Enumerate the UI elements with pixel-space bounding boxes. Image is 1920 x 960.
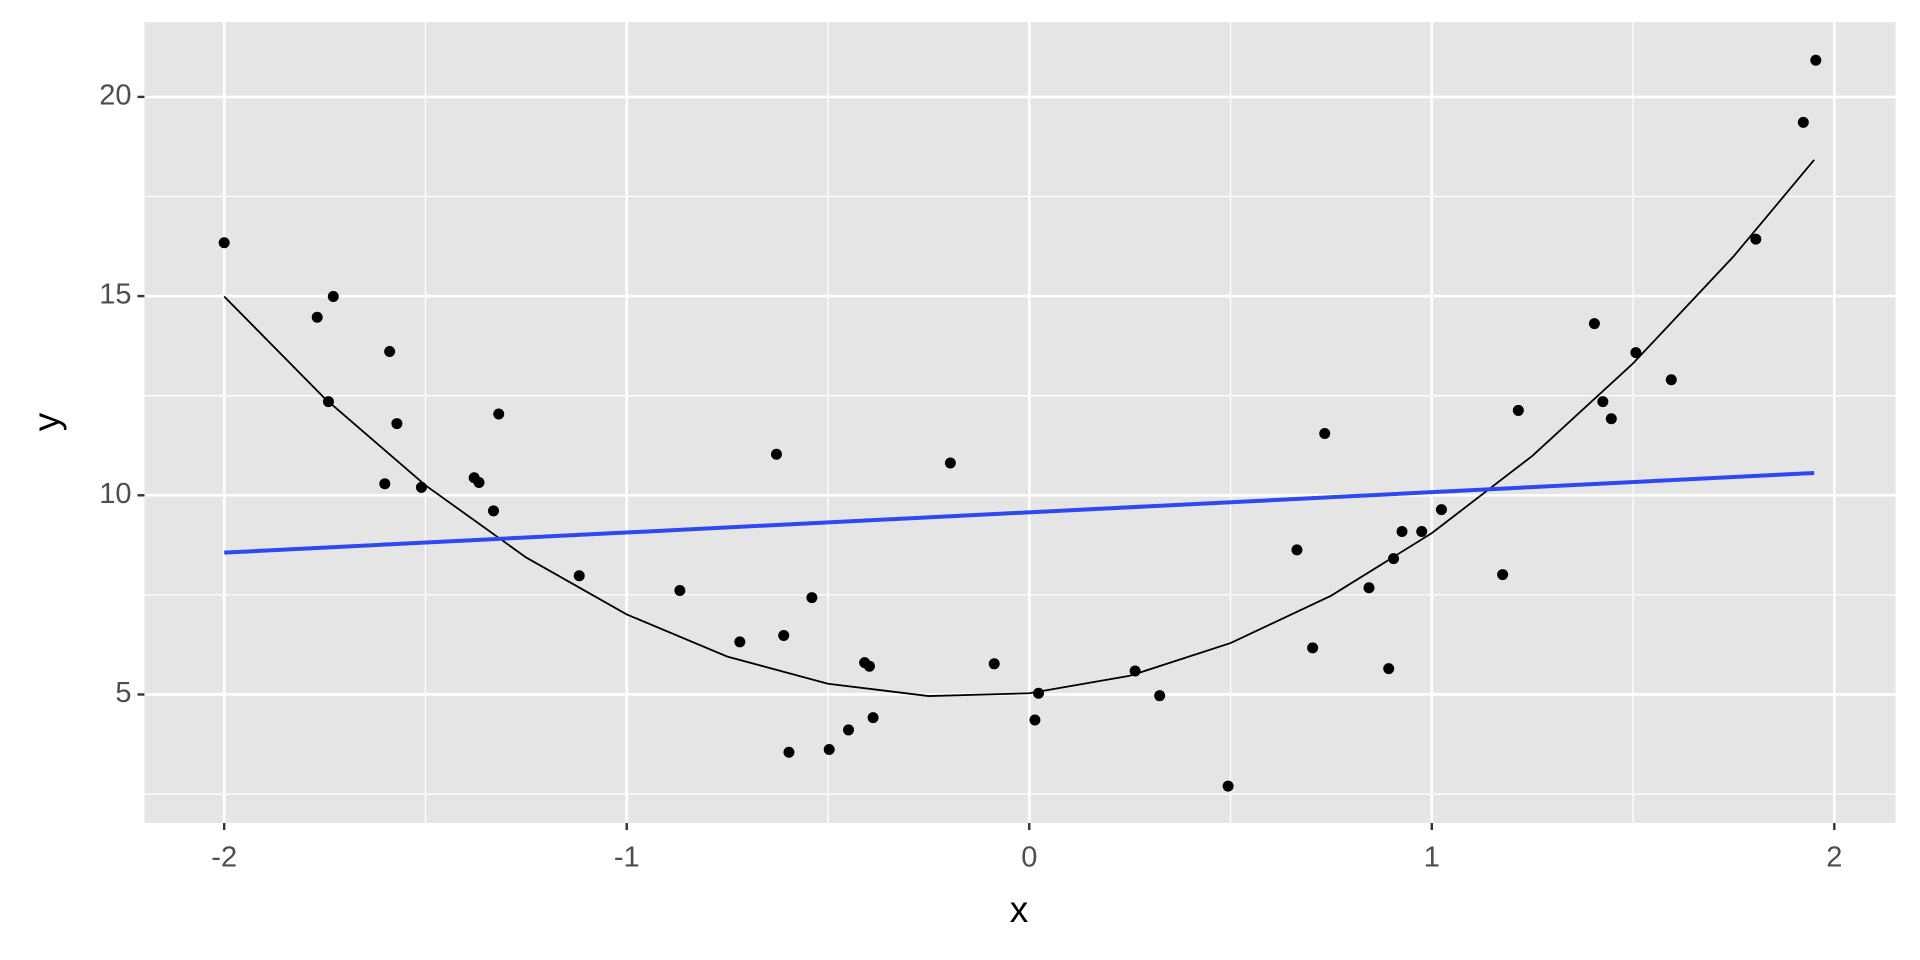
data-point [674, 585, 686, 597]
data-point [1810, 54, 1822, 66]
y-axis-title: y [26, 412, 67, 431]
data-point [1307, 642, 1319, 654]
x-tick-label: -1 [614, 842, 640, 874]
data-point [322, 396, 334, 408]
data-point [1588, 318, 1600, 330]
data-point [1512, 404, 1524, 416]
data-point [944, 457, 956, 469]
data-point [415, 481, 427, 493]
fit-line [224, 470, 1815, 555]
data-point [1497, 569, 1509, 581]
panel-background [144, 22, 1896, 823]
data-point [823, 743, 835, 755]
data-point [384, 345, 396, 357]
x-tick-label: -2 [211, 842, 237, 874]
x-axis-title: x [1010, 889, 1029, 930]
data-point [311, 311, 323, 323]
data-point [1416, 526, 1428, 538]
data-point [1363, 582, 1375, 594]
x-tick-label: 1 [1424, 842, 1440, 874]
data-point [770, 448, 782, 460]
y-tick-label: 10 [99, 478, 131, 510]
data-point [806, 592, 818, 604]
data-point [1797, 116, 1809, 128]
data-point [473, 477, 485, 489]
data-point [1605, 413, 1617, 425]
y-tick-label: 5 [115, 677, 131, 709]
data-point [778, 630, 790, 642]
data-point [1129, 665, 1141, 677]
data-point [1033, 687, 1045, 699]
data-point [734, 636, 746, 648]
data-point [1665, 374, 1677, 386]
data-point [1597, 396, 1609, 408]
data-point [1630, 347, 1642, 359]
data-point [1291, 544, 1303, 556]
data-point [391, 418, 403, 430]
fit-line [223, 159, 1815, 697]
data-point [1222, 780, 1234, 792]
data-point [1435, 504, 1447, 516]
data-point [493, 408, 505, 420]
data-point [867, 712, 879, 724]
data-point [1396, 526, 1408, 538]
x-tick-label: 2 [1826, 842, 1842, 874]
data-point [783, 746, 795, 758]
data-point [1319, 428, 1331, 440]
data-point [863, 660, 875, 672]
data-point [487, 505, 499, 517]
data-point [843, 724, 855, 736]
x-tick-label: 0 [1021, 842, 1037, 874]
y-tick-label: 15 [99, 279, 131, 311]
data-point [1383, 663, 1395, 675]
data-point [573, 570, 585, 582]
y-tick-label: 20 [99, 80, 131, 112]
data-point [988, 658, 1000, 670]
data-point [327, 290, 339, 302]
data-point [1750, 233, 1762, 245]
data-point [1388, 553, 1400, 565]
data-point [1029, 714, 1041, 726]
data-point [379, 478, 391, 490]
data-point [1154, 690, 1166, 702]
data-point [218, 237, 230, 249]
